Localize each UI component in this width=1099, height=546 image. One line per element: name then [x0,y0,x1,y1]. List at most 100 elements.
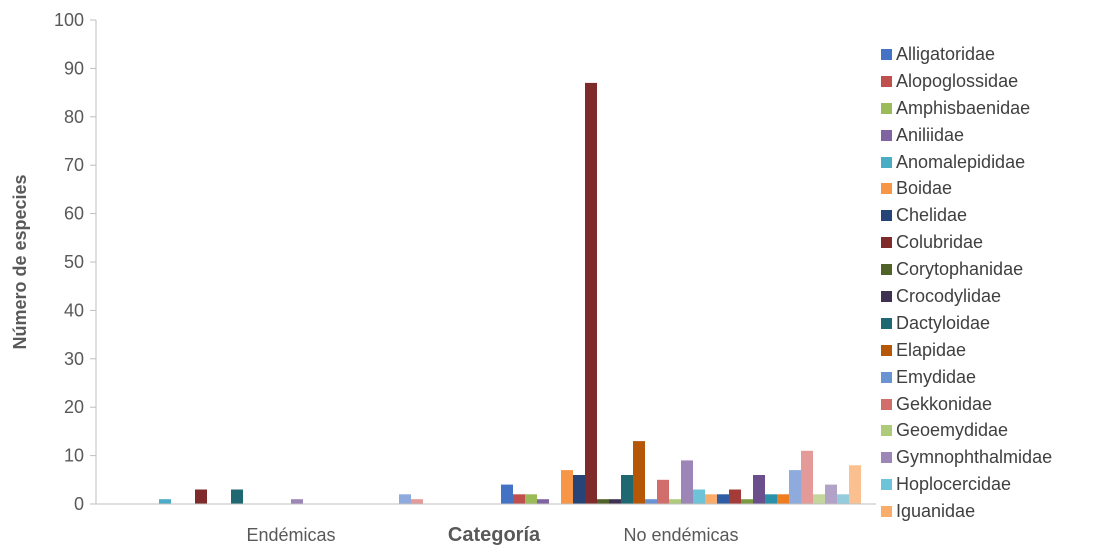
legend-swatch [881,344,892,356]
legend-label: Boidae [896,178,953,199]
legend-swatch [881,290,892,302]
y-axis-title: Número de especies [10,174,30,349]
legend-item: Anomalepididae [881,149,1096,176]
legend-item: Amphisbaenidae [881,95,1096,122]
y-tick-label: 30 [64,349,84,369]
bar [573,475,585,504]
legend-label: Gymnophthalmidae [896,447,1053,468]
legend-item: Gymnophthalmidae [881,444,1096,471]
legend-item: Chelidae [881,202,1096,229]
x-tick-label: No endémicas [623,525,738,545]
bar [561,470,573,504]
x-tick-label: Endémicas [246,525,335,545]
bar [777,494,789,504]
bar [411,499,423,504]
legend-swatch [881,48,892,60]
bar [789,470,801,504]
legend-label: Emydidae [896,366,977,387]
y-tick-label: 60 [64,204,84,224]
bar [729,489,741,504]
legend-item: Gekkonidae [881,391,1096,418]
legend-swatch [881,452,892,464]
x-axis-title: Categoría [448,524,541,546]
legend-label: Elapidae [896,339,967,360]
legend-item: Dactyloidae [881,310,1096,337]
y-tick-label: 90 [64,58,84,78]
bar [717,494,729,504]
bar [537,499,549,504]
bar [825,484,837,504]
legend-item: Aniliidae [881,122,1096,149]
y-tick-label: 10 [64,446,84,466]
bars-layer [159,82,861,505]
legend-label: Alopoglossidae [896,70,1019,91]
y-tick-label: 0 [74,494,84,514]
y-tick-label: 50 [64,252,84,272]
bar [657,479,669,504]
legend-swatch [881,129,892,141]
bar [399,494,411,504]
legend-swatch [881,237,892,249]
legend-label: Hoplocercidae [896,474,1012,495]
legend-label: Dactyloidae [896,312,991,333]
bar [669,499,681,504]
bar [741,499,753,504]
bar [513,494,525,504]
legend-label: Alligatoridae [896,43,996,64]
bar [645,499,657,504]
legend-item: Boidae [881,175,1096,202]
y-tick-label: 70 [64,155,84,175]
legend-swatch [881,398,892,410]
legend-item: Iguanidae [881,498,1096,525]
legend-label: Gekkonidae [896,393,993,414]
legend-label: Corytophanidae [896,259,1024,280]
legend-item: Colubridae [881,229,1096,256]
bar [525,494,537,504]
bar [609,499,621,504]
legend-swatch [881,102,892,114]
bar [837,494,849,504]
legend-label: Aniliidae [896,124,965,145]
bar [501,484,513,504]
legend-item: Emydidae [881,364,1096,391]
bar [849,465,861,504]
legend-item: Elapidae [881,337,1096,364]
y-ticks: 0 10 20 30 40 50 60 70 80 90 100 [54,10,96,514]
bar [813,494,825,504]
bar [705,494,717,504]
y-tick-label: 100 [54,10,84,30]
bar [585,82,597,505]
legend-item: Hoplocercidae [881,471,1096,498]
y-tick-label: 80 [64,107,84,127]
legend-item: Geoemydidae [881,417,1096,444]
legend-swatch [881,479,892,491]
bar [159,499,171,504]
bar [195,489,207,504]
legend-label: Amphisbaenidae [896,97,1031,118]
x-tick-labels: Endémicas No endémicas [246,525,738,545]
legend: Alligatoridae Alopoglossidae Amphisbaenida… [881,41,1096,525]
bar [633,441,645,504]
bar [597,499,609,504]
bar [753,475,765,504]
legend-swatch [881,210,892,222]
legend-swatch [881,75,892,87]
legend-item: Corytophanidae [881,256,1096,283]
legend-label: Crocodylidae [896,285,1002,306]
legend-swatch [881,506,892,518]
legend-item: Crocodylidae [881,283,1096,310]
legend-swatch [881,264,892,276]
y-tick-label: 20 [64,397,84,417]
legend-swatch [881,317,892,329]
bar [291,499,303,504]
legend-swatch [881,371,892,383]
bar [231,489,243,504]
bar [801,450,813,504]
legend-swatch [881,156,892,168]
legend-label: Anomalepididae [896,151,1026,172]
legend-swatch [881,183,892,195]
legend-label: Colubridae [896,232,984,253]
bar [681,460,693,504]
legend-swatch [881,425,892,437]
